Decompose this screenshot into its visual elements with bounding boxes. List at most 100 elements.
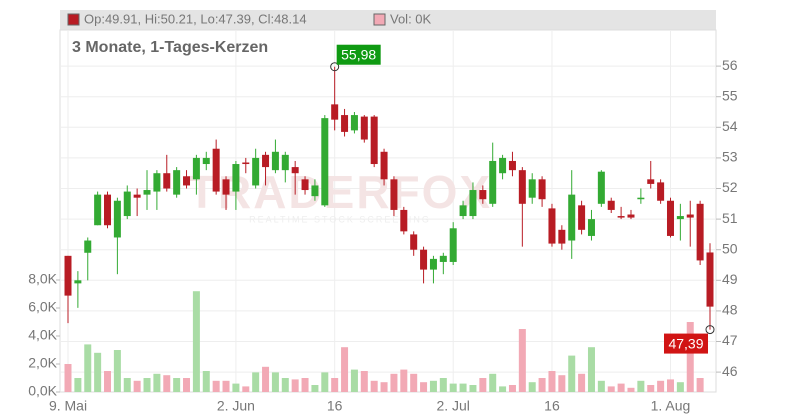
volume-bar xyxy=(489,373,497,392)
volume-bar xyxy=(104,371,112,392)
volume-bar xyxy=(420,382,428,392)
candle-body xyxy=(202,157,210,165)
volume-bar xyxy=(242,386,250,392)
candle-body xyxy=(94,194,102,226)
candle-body xyxy=(400,209,408,232)
candle-body xyxy=(410,234,418,250)
candle-body xyxy=(558,229,566,244)
candle-body xyxy=(706,252,714,307)
y2-tick-label: 8,0K xyxy=(28,271,57,287)
volume-bar xyxy=(113,350,121,392)
candle-body xyxy=(380,151,388,180)
candle-body xyxy=(252,157,260,186)
volume-bar xyxy=(153,373,161,392)
candle-body xyxy=(321,118,329,206)
y-tick-label: 50 xyxy=(722,240,738,256)
volume-bar xyxy=(252,372,260,392)
candle-body xyxy=(657,182,665,201)
candle-body xyxy=(271,151,279,171)
volume-bar xyxy=(291,379,299,392)
y-tick-label: 47 xyxy=(722,332,738,348)
y-tick-label: 56 xyxy=(722,57,738,73)
volume-swatch xyxy=(373,13,386,26)
candle-body xyxy=(370,116,378,165)
candle-body xyxy=(183,176,191,186)
annotation-marker xyxy=(705,325,715,335)
volume-bar xyxy=(607,386,615,392)
y-tick-label: 54 xyxy=(722,118,738,134)
volume-bar xyxy=(84,344,92,392)
volume-bar xyxy=(262,366,270,392)
candle-body xyxy=(133,194,141,198)
volume-bar xyxy=(587,347,595,392)
candle-body xyxy=(696,203,704,261)
x-tick-label: 16 xyxy=(327,398,343,414)
y2-tick-label: 6,0K xyxy=(28,299,57,315)
candle-body xyxy=(548,208,556,244)
volume-bar xyxy=(666,379,674,392)
y2-tick-label: 2,0K xyxy=(28,355,57,371)
x-tick-label: 16 xyxy=(544,398,560,414)
volume-bar xyxy=(459,383,467,392)
volume-bar xyxy=(183,378,191,392)
ohlc-swatch xyxy=(67,13,80,26)
annotation-label: 47,39 xyxy=(668,335,703,351)
volume-bar xyxy=(647,385,655,392)
annotation-marker xyxy=(330,62,340,72)
candle-body xyxy=(341,115,349,132)
candle-body xyxy=(222,179,230,195)
candle-body xyxy=(479,190,487,200)
annotation-box xyxy=(664,333,708,354)
volume-bar xyxy=(331,378,339,392)
plot-frame xyxy=(59,29,717,393)
volume-bar xyxy=(479,378,487,392)
volume-bar xyxy=(271,372,279,392)
candle-body xyxy=(173,170,181,195)
volume-bar xyxy=(657,380,665,392)
candle-body xyxy=(143,190,151,195)
candle-body xyxy=(281,154,289,171)
watermark-sub: REALTIME STOCK SCREENING xyxy=(249,214,431,224)
volume-bar xyxy=(232,383,240,392)
candle-body xyxy=(311,185,319,197)
volume-bar xyxy=(548,371,556,392)
volume-bar xyxy=(558,375,566,392)
volume-bar xyxy=(429,380,437,392)
volume-bar xyxy=(410,373,418,392)
candle-body xyxy=(153,173,161,192)
volume-bar xyxy=(281,378,289,392)
volume-bar xyxy=(133,380,141,392)
candle-body xyxy=(74,280,82,284)
volume-bar xyxy=(676,382,684,392)
volume-bar xyxy=(390,373,398,392)
volume-bar xyxy=(528,382,536,392)
candle-body xyxy=(449,228,457,262)
candle-body xyxy=(242,162,250,165)
candle-body xyxy=(666,200,674,236)
candle-body xyxy=(627,214,635,218)
candle-body xyxy=(439,255,447,262)
candle-body xyxy=(262,154,270,168)
y-tick-label: 52 xyxy=(722,179,738,195)
volume-bar xyxy=(143,378,151,392)
volume-bar xyxy=(222,380,230,392)
candle-body xyxy=(232,164,240,192)
y-tick-label: 51 xyxy=(722,210,738,226)
volume-bar xyxy=(380,382,388,392)
y-tick-label: 49 xyxy=(722,271,738,287)
annotation-box xyxy=(336,44,381,65)
candle-body xyxy=(647,179,655,184)
volume-bar xyxy=(94,352,102,392)
volume-bar xyxy=(597,380,605,392)
header-ohlc: Op:49.91, Hi:50.21, Lo:47.39, Cl:48.14 xyxy=(84,11,307,26)
volume-bar xyxy=(192,291,200,392)
volume-bar xyxy=(123,378,131,392)
candle-body xyxy=(331,104,339,120)
y-tick-label: 48 xyxy=(722,302,738,318)
candle-body xyxy=(84,240,92,253)
candle-body xyxy=(420,249,428,270)
candle-body xyxy=(587,219,595,236)
candle-body xyxy=(508,160,516,171)
candle-body xyxy=(568,194,576,241)
